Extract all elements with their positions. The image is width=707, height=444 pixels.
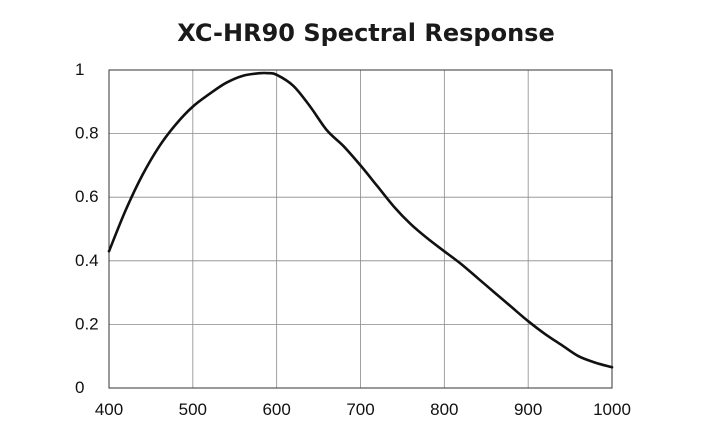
y-tick-label: 1 xyxy=(75,60,84,79)
plot-frame xyxy=(108,69,613,389)
series-layer xyxy=(107,71,614,369)
x-tick-label: 400 xyxy=(95,400,123,419)
chart-title: XC-HR90 Spectral Response xyxy=(177,19,555,47)
x-axis-ticks: 400 500 600 700 800 900 1000 xyxy=(95,400,631,419)
x-tick-label: 500 xyxy=(179,400,207,419)
x-tick-label: 700 xyxy=(346,400,374,419)
y-axis-ticks: 0 0.2 0.4 0.6 0.8 1 xyxy=(75,60,99,397)
x-tick-label: 900 xyxy=(514,400,542,419)
x-tick-label: 1000 xyxy=(593,400,631,419)
y-tick-label: 0.6 xyxy=(75,187,99,206)
y-tick-label: 0.4 xyxy=(75,251,99,270)
y-tick-label: 0 xyxy=(75,378,84,397)
y-tick-label: 0.2 xyxy=(75,314,99,333)
x-tick-label: 600 xyxy=(262,400,290,419)
grid-lines xyxy=(108,69,613,389)
x-tick-label: 800 xyxy=(430,400,458,419)
series-line-0 xyxy=(107,71,614,369)
y-tick-label: 0.8 xyxy=(75,124,99,143)
